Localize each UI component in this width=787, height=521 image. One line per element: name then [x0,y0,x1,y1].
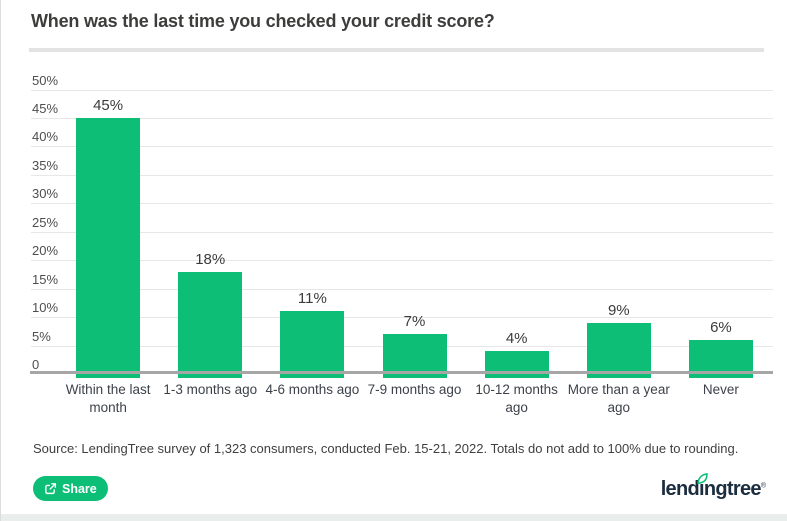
bar-value-label: 9% [607,301,630,319]
bar [382,334,447,378]
logo-leaf-letter: ı [699,478,705,500]
gridline [31,89,773,91]
lendingtree-logo: lend ıngtree® [660,473,766,501]
y-axis-tick-label: 15% [32,271,59,287]
x-axis-line [30,371,773,374]
x-axis-category-label: 7-9 months ago [367,382,462,397]
bar [280,311,345,378]
y-axis-tick-label: 20% [32,243,59,259]
x-axis-category-label: Never [702,382,739,397]
y-axis-tick-label: 45% [32,100,59,116]
share-button[interactable]: Share [33,476,108,501]
y-axis-tick-label: 10% [32,300,59,316]
gridline [31,174,773,176]
gridline [31,146,773,148]
gridline [31,260,773,262]
x-axis-category-label: 4-6 months ago [265,382,360,397]
source-note: Source: LendingTree survey of 1,323 cons… [33,441,739,456]
x-axis-category-label: 10-12 months ago [475,382,558,415]
x-axis-category-label: 1-3 months ago [163,382,258,397]
title-divider [29,48,764,52]
chart-title: When was the last time you checked your … [31,11,495,31]
share-button-label: Share [62,481,97,496]
x-axis-category-label: More than a year ago [567,382,670,415]
leaf-icon [696,468,709,491]
bar-value-label: 7% [403,313,426,331]
bar-value-label: 11% [297,290,327,308]
bar-value-label: 18% [195,250,226,268]
bar-value-label: 6% [710,318,732,336]
logo-text-after: ngtree [703,478,762,500]
y-axis-tick-label: 30% [32,186,59,202]
bottom-band [1,514,787,521]
bar [76,117,141,378]
gridline [31,317,773,319]
gridline [31,117,773,119]
bar-value-label: 45% [93,96,124,114]
gridline [31,288,773,290]
bar [178,271,243,378]
share-icon [44,482,57,495]
y-axis-tick-label: 50% [32,72,59,88]
registered-mark: ® [760,482,766,490]
y-axis-tick-label: 5% [32,328,51,344]
y-axis-tick-label: 40% [32,129,59,145]
bar-value-label: 4% [505,330,528,348]
y-axis-tick-label: 0 [32,357,40,372]
logo-text-before: lend [660,478,700,500]
y-axis-tick-label: 35% [32,157,59,173]
x-axis-category-label: Within the last month [65,382,151,415]
gridline [31,203,773,205]
gridline [31,231,773,233]
bar [586,322,651,378]
y-axis-tick-label: 25% [32,214,59,230]
